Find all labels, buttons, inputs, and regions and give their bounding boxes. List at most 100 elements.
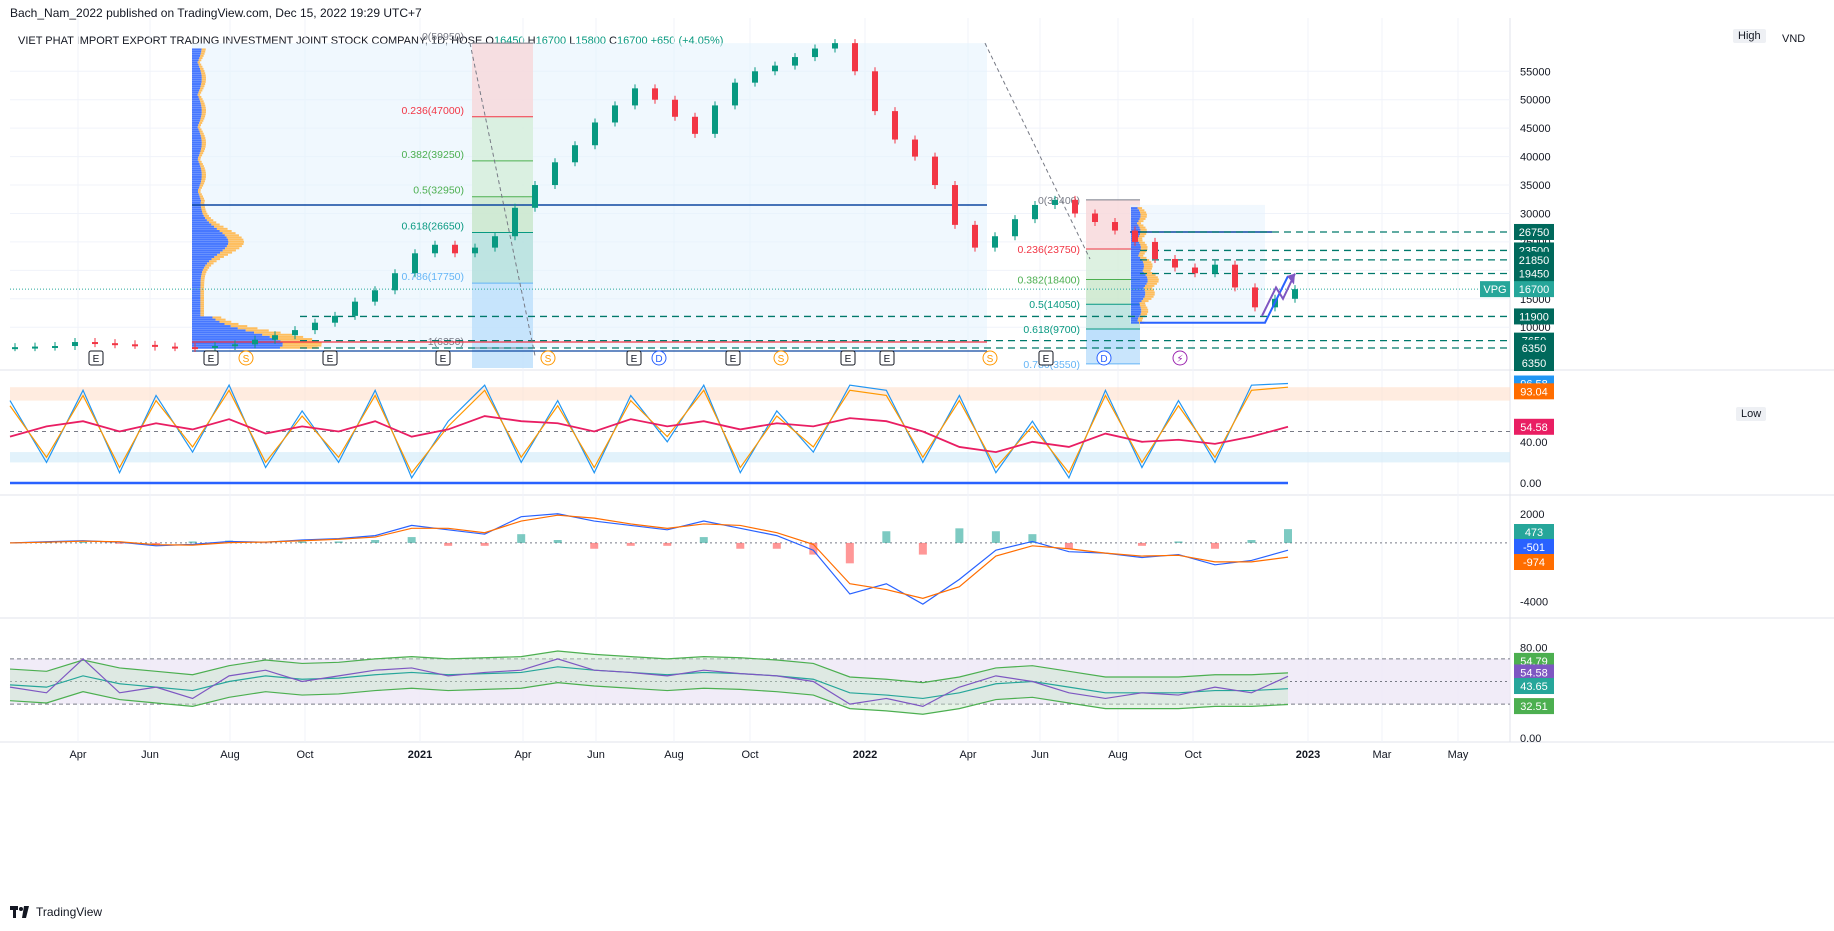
volume-profile-bar — [1131, 313, 1141, 316]
volume-profile-bar-sell — [1140, 213, 1147, 216]
volume-profile-bar — [192, 199, 201, 202]
ohlc-open-label: O — [485, 35, 494, 47]
candle-body — [332, 315, 338, 323]
volume-profile-bar — [192, 188, 199, 191]
candle-body — [832, 43, 838, 49]
stoch-overbought-band — [10, 387, 1510, 401]
volume-profile-bar-sell — [1143, 271, 1153, 274]
volume-profile-bar-sell — [209, 260, 217, 263]
alert-marker-icon — [1172, 350, 1188, 366]
fib-level-label: 0.5(32950) — [413, 185, 464, 197]
volume-profile-bar-sell — [1145, 284, 1155, 287]
volume-profile-bar-sell — [203, 214, 209, 217]
volume-profile-bar — [192, 85, 201, 88]
macd-line — [9, 513, 1289, 605]
candle-body — [532, 185, 538, 208]
candle-body — [172, 346, 178, 349]
price-axis-tag-text: 11900 — [1519, 311, 1549, 323]
volume-profile-bar — [1131, 297, 1144, 300]
volume-profile-bar-sell — [200, 85, 205, 88]
volume-profile-bar — [192, 227, 217, 230]
stoch-y-tick: 40.00 — [1520, 437, 1548, 449]
candle-body — [932, 156, 938, 186]
volume-profile-bar-sell — [202, 212, 208, 215]
volume-profile-bar-sell — [200, 301, 205, 304]
candle-body — [1292, 289, 1298, 299]
volume-profile-bar — [192, 299, 201, 302]
volume-profile-bar — [1131, 276, 1148, 279]
volume-profile-bar — [192, 182, 201, 185]
x-tick-label: Jun — [587, 749, 605, 761]
candle-body — [92, 342, 98, 345]
volume-profile-bar-sell — [1141, 308, 1149, 311]
volume-profile-bar-sell — [228, 242, 244, 245]
candle-body — [812, 48, 818, 58]
projection-arrow-head — [1287, 273, 1295, 285]
volume-profile-bar — [1131, 217, 1140, 220]
price-y-tick: 10000 — [1520, 322, 1551, 334]
macd-histogram-bar — [1028, 534, 1037, 543]
volume-profile-bar — [192, 72, 202, 75]
volume-profile-bar-sell — [201, 147, 206, 150]
rsi-value-tag — [1514, 698, 1554, 715]
chart-canvas[interactable]: Apr Jun Aug Oct 2021 Apr Jun Aug Oct 2022 Apr Jun Au… — [0, 0, 1834, 900]
volume-profile-bar-sell — [1139, 304, 1146, 307]
bollinger-fill — [10, 650, 1288, 715]
x-tick-label: 2021 — [408, 749, 432, 761]
x-tick-label: Jun — [141, 749, 159, 761]
volume-profile-bar-sell — [201, 171, 206, 174]
volume-profile-bar — [1131, 213, 1141, 216]
volume-profile-bar — [1131, 259, 1142, 262]
volume-profile-bar — [192, 201, 201, 204]
volume-profile-bar-sell — [201, 175, 206, 178]
stoch-value-tag-text: 54.58 — [1520, 422, 1548, 434]
event-marker-text: E — [631, 354, 638, 365]
volume-profile-bar — [192, 193, 199, 196]
x-tick-label: May — [1448, 749, 1469, 761]
publisher-header: Bach_Nam_2022 published on TradingView.c… — [10, 6, 422, 20]
volume-profile-bar-sell — [225, 247, 240, 250]
candle-body — [1092, 213, 1098, 223]
volume-profile-bar — [192, 290, 201, 293]
split-marker-icon — [773, 350, 789, 366]
volume-profile-bar-sell — [198, 63, 202, 66]
event-marker-text: E — [440, 354, 447, 365]
volume-profile-bar-sell — [224, 322, 239, 325]
volume-profile-bar — [192, 150, 201, 153]
volume-profile-bar — [192, 98, 200, 101]
volume-profile-bar — [192, 247, 226, 250]
candle-body — [272, 335, 278, 340]
volume-profile-bar-sell — [197, 61, 201, 64]
macd-y-tick: -4000 — [1520, 596, 1548, 608]
volume-profile-bar — [192, 121, 200, 124]
volume-profile-bar-sell — [198, 91, 202, 94]
volume-profile-bar-sell — [208, 221, 217, 224]
volume-profile-bar-sell — [200, 100, 204, 103]
candle-body — [232, 344, 238, 347]
price-y-tick: 35000 — [1520, 180, 1551, 192]
rsi-value-tag — [1514, 678, 1554, 695]
x-tick-label: Aug — [1108, 749, 1128, 761]
candle-body — [412, 253, 418, 274]
volume-profile-bar — [192, 277, 201, 280]
volume-profile-bar — [1131, 248, 1141, 251]
volume-profile-bar — [192, 78, 202, 81]
macd-value-tag — [1514, 539, 1554, 555]
volume-profile-bar-sell — [1138, 254, 1144, 257]
dividend-marker-icon — [1096, 350, 1112, 366]
candle-body — [1052, 199, 1058, 205]
x-tick-label: 2022 — [853, 749, 877, 761]
volume-profile-bar — [192, 175, 202, 178]
volume-profile-bar-sell — [201, 115, 206, 118]
volume-profile-bar-sell — [202, 271, 207, 274]
volume-profile-bar-sell — [1137, 239, 1143, 242]
volume-profile-bar-sell — [201, 48, 206, 51]
macd-signal-line — [9, 514, 1289, 599]
volume-profile-bar — [1131, 321, 1140, 324]
volume-profile-bar-sell — [1140, 211, 1147, 214]
volume-profile-bar — [192, 294, 201, 297]
volume-profile-bar-sell — [201, 273, 206, 276]
volume-profile-bar — [192, 238, 228, 241]
rsi-value-tag-text: 43.65 — [1520, 681, 1548, 693]
fib-zone-left — [472, 116, 533, 161]
